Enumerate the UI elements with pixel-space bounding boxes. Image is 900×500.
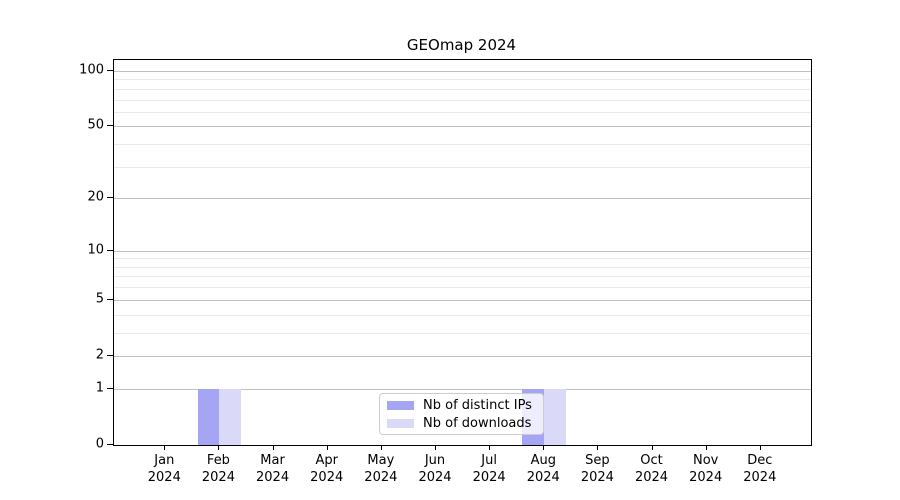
gridline-minor — [114, 99, 811, 101]
x-tick-label: Aug 2024 — [526, 453, 560, 485]
y-tick-mark — [107, 444, 113, 445]
plot-area — [113, 59, 812, 446]
legend-item-downloads: Nb of downloads — [387, 416, 535, 431]
bar-downloads — [219, 388, 242, 445]
y-tick-label: 0 — [95, 436, 104, 452]
x-tick-mark — [380, 445, 382, 450]
gridline-minor — [114, 111, 811, 113]
chart-title: GEOmap 2024 — [406, 36, 517, 54]
x-tick-label: Sep 2024 — [580, 453, 614, 485]
legend-label-distinct-ips: Nb of distinct IPs — [423, 397, 532, 413]
x-tick-mark — [326, 445, 328, 450]
x-tick-mark — [272, 445, 274, 450]
gridline-major — [114, 126, 811, 128]
gridline-minor — [114, 287, 811, 289]
gridline-major — [114, 355, 811, 357]
gridline-minor — [114, 332, 811, 334]
x-tick-label: Mar 2024 — [256, 453, 290, 485]
x-tick-label: Jun 2024 — [418, 453, 452, 485]
gridline-major — [114, 388, 811, 390]
y-tick-label: 10 — [87, 242, 104, 258]
y-tick-mark — [107, 125, 113, 127]
y-tick-label: 1 — [95, 380, 104, 396]
x-tick-label: May 2024 — [364, 453, 398, 485]
x-tick-mark — [434, 445, 436, 450]
x-tick-mark — [543, 445, 545, 450]
x-tick-mark — [759, 445, 761, 450]
y-tick-label: 20 — [87, 189, 104, 205]
y-tick-mark — [107, 69, 113, 71]
gridline-minor — [114, 166, 811, 168]
gridline-minor — [114, 88, 811, 90]
y-tick-label: 50 — [87, 117, 104, 133]
gridline-minor — [114, 144, 811, 146]
y-tick-mark — [107, 387, 113, 389]
gridline-minor — [114, 258, 811, 260]
x-tick-mark — [164, 445, 166, 450]
x-tick-label: Nov 2024 — [689, 453, 723, 485]
x-tick-label: Jul 2024 — [472, 453, 506, 485]
x-tick-mark — [489, 445, 491, 450]
x-tick-label: Oct 2024 — [634, 453, 669, 485]
gridline-major — [114, 198, 811, 200]
x-tick-label: Jan 2024 — [147, 453, 181, 485]
y-tick-mark — [107, 354, 113, 356]
gridline-minor — [114, 314, 811, 316]
legend-item-distinct-ips: Nb of distinct IPs — [387, 398, 535, 413]
legend: Nb of distinct IPs Nb of downloads — [379, 393, 544, 435]
legend-swatch-distinct-ips — [387, 400, 414, 410]
y-tick-label: 100 — [79, 62, 104, 78]
x-tick-mark — [218, 445, 220, 450]
y-tick-mark — [107, 298, 113, 300]
bar-downloads — [544, 388, 567, 445]
y-tick-label: 5 — [95, 291, 104, 307]
y-tick-mark — [107, 249, 113, 251]
gridline-major — [114, 70, 811, 72]
gridline-major — [114, 250, 811, 252]
gridline-minor — [114, 79, 811, 81]
legend-swatch-downloads — [387, 418, 414, 428]
y-tick-mark — [107, 197, 113, 199]
bar-distinct-ips — [197, 388, 220, 445]
gridline-minor — [114, 266, 811, 268]
x-tick-label: Feb 2024 — [201, 453, 235, 485]
x-tick-mark — [705, 445, 707, 450]
x-tick-mark — [597, 445, 599, 450]
gridline-minor — [114, 276, 811, 278]
x-tick-label: Dec 2024 — [743, 453, 777, 485]
legend-label-downloads: Nb of downloads — [423, 415, 532, 431]
x-tick-mark — [651, 445, 653, 450]
gridline-major — [114, 299, 811, 301]
y-tick-label: 2 — [95, 347, 104, 363]
x-tick-label: Apr 2024 — [310, 453, 344, 485]
